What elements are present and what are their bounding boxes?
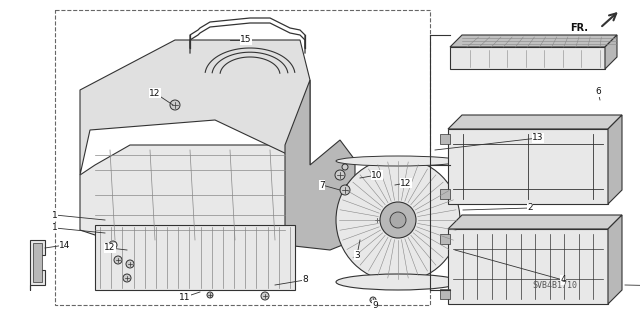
Text: 12: 12 xyxy=(400,179,412,188)
Circle shape xyxy=(335,170,345,180)
Text: 12: 12 xyxy=(104,243,116,253)
Circle shape xyxy=(373,216,381,224)
Bar xyxy=(440,234,450,244)
Text: 14: 14 xyxy=(60,241,70,249)
Text: 2: 2 xyxy=(527,204,533,212)
Polygon shape xyxy=(608,215,622,304)
Bar xyxy=(440,289,450,299)
Text: 1: 1 xyxy=(52,224,58,233)
Circle shape xyxy=(342,164,348,170)
Polygon shape xyxy=(448,229,608,304)
Circle shape xyxy=(207,292,213,298)
Polygon shape xyxy=(30,240,45,290)
Text: 7: 7 xyxy=(319,181,325,189)
Text: 13: 13 xyxy=(532,133,544,143)
Circle shape xyxy=(370,297,376,303)
Polygon shape xyxy=(448,115,622,129)
Polygon shape xyxy=(450,47,605,69)
Polygon shape xyxy=(285,80,355,250)
Ellipse shape xyxy=(355,180,375,188)
Circle shape xyxy=(355,195,375,215)
Circle shape xyxy=(123,274,131,282)
Circle shape xyxy=(390,212,406,228)
Text: 1: 1 xyxy=(52,211,58,219)
Polygon shape xyxy=(448,215,622,229)
Circle shape xyxy=(109,241,117,249)
Text: SVB4B1710: SVB4B1710 xyxy=(532,280,577,290)
Text: 3: 3 xyxy=(354,250,360,259)
Circle shape xyxy=(126,260,134,268)
Polygon shape xyxy=(450,35,617,47)
Circle shape xyxy=(114,256,122,264)
Bar xyxy=(95,225,295,290)
Bar xyxy=(33,243,42,282)
Ellipse shape xyxy=(336,156,460,166)
Circle shape xyxy=(336,158,460,282)
Circle shape xyxy=(261,292,269,300)
Text: 4: 4 xyxy=(560,276,566,285)
Polygon shape xyxy=(448,129,608,204)
Bar xyxy=(440,134,450,144)
Ellipse shape xyxy=(336,274,460,290)
Bar xyxy=(55,10,430,305)
Text: 12: 12 xyxy=(149,88,161,98)
Bar xyxy=(346,184,384,226)
Text: 15: 15 xyxy=(240,35,252,44)
Polygon shape xyxy=(80,145,310,245)
Polygon shape xyxy=(608,115,622,204)
Text: 10: 10 xyxy=(371,170,383,180)
Text: FR.: FR. xyxy=(570,23,588,33)
Text: 11: 11 xyxy=(179,293,191,301)
Polygon shape xyxy=(605,35,617,69)
Text: 8: 8 xyxy=(302,276,308,285)
Circle shape xyxy=(170,100,180,110)
Text: 9: 9 xyxy=(372,300,378,309)
Circle shape xyxy=(340,185,350,195)
Text: 6: 6 xyxy=(595,87,601,97)
Polygon shape xyxy=(80,40,310,175)
Circle shape xyxy=(380,202,416,238)
Bar xyxy=(440,189,450,199)
